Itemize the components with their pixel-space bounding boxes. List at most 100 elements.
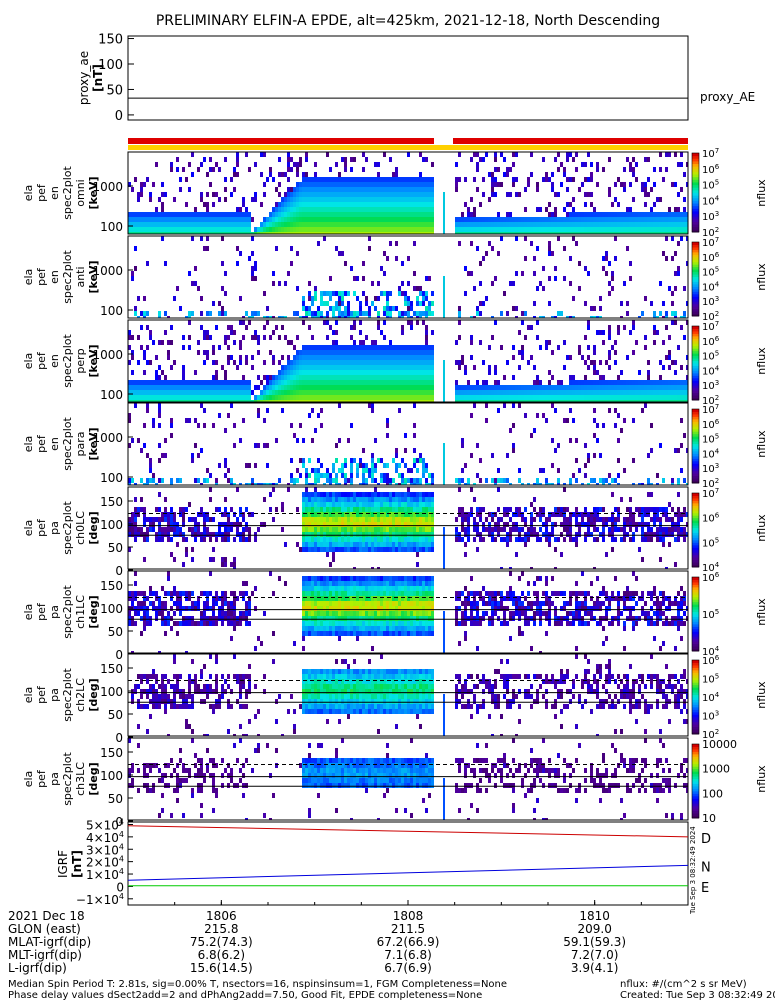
spectrogram-cell <box>674 380 677 385</box>
spectrogram-cell <box>398 311 401 316</box>
spectrogram-cell <box>638 232 641 234</box>
spectrogram-cell <box>572 227 575 232</box>
spectrogram-cell <box>410 527 413 532</box>
spectrogram-cell <box>362 202 365 207</box>
spectrogram-cell <box>302 172 305 177</box>
spectrogram-cell <box>197 227 200 232</box>
spectrogram-cell <box>548 222 551 227</box>
spectrogram-cell <box>425 350 428 355</box>
spectrogram-cell <box>635 340 638 345</box>
spectrogram-cell <box>290 261 293 266</box>
spectrogram-cell <box>143 517 146 522</box>
spectrogram-cell <box>320 507 323 512</box>
spectrogram-cell <box>305 537 308 542</box>
spectrogram-cell <box>431 217 434 222</box>
spectrogram-cell <box>347 197 350 202</box>
spectrogram-cell <box>530 385 533 390</box>
spectrogram-cell <box>371 567 374 569</box>
spectrogram-cell <box>314 291 317 296</box>
spectrogram-cell <box>311 177 314 182</box>
spectrogram-cells <box>128 152 688 234</box>
spectrogram-cell <box>584 192 587 197</box>
spectrogram-cell <box>299 350 302 355</box>
spectrogram-cell <box>401 400 404 402</box>
spectrogram-cell <box>608 365 611 370</box>
spectrogram-cell <box>425 157 428 162</box>
spectrogram-cell <box>683 197 686 202</box>
spectrogram-cell <box>416 517 419 522</box>
spectrogram-cell <box>605 400 608 402</box>
spectrogram-cell <box>638 217 641 222</box>
spectrogram-cell <box>299 370 302 375</box>
spectrogram-cell <box>215 360 218 365</box>
colorbar-segment <box>692 271 699 275</box>
spectrogram-cell <box>317 492 320 497</box>
spectrogram-cell <box>230 380 233 385</box>
spectrogram-cell <box>218 413 221 418</box>
spectrogram-cell <box>194 232 197 234</box>
spectrogram-cell <box>212 217 215 222</box>
spectrogram-cell <box>578 385 581 390</box>
spectrogram-cell <box>560 400 563 402</box>
spectrogram-cell <box>431 492 434 497</box>
spectrogram-cell <box>410 360 413 365</box>
spectrogram-cell <box>317 458 320 463</box>
spectrogram-cell <box>344 360 347 365</box>
spectrogram-cell <box>626 311 629 316</box>
spectrogram-cell <box>623 167 626 172</box>
spectrogram-cell <box>428 537 431 542</box>
spectrogram-cell <box>404 301 407 306</box>
proxy-ae-y-tick-label: 0 <box>115 109 123 124</box>
spectrogram-cell <box>275 325 278 330</box>
spectrogram-cell <box>197 217 200 222</box>
spectrogram-cell <box>467 532 470 537</box>
spectrogram-cell <box>356 212 359 217</box>
spectrogram-cell <box>335 162 338 167</box>
spectrogram-cell <box>233 232 236 234</box>
spectrogram-cell <box>161 207 164 212</box>
spectrogram-cell <box>677 400 680 402</box>
spectrogram-cell <box>341 395 344 400</box>
spectrogram-cell <box>428 385 431 390</box>
spectrogram-cell <box>560 227 563 232</box>
spectrogram-cell <box>557 192 560 197</box>
spectrogram-cell <box>341 182 344 187</box>
spectrogram-cell <box>476 152 479 157</box>
spectrogram-cell <box>674 222 677 227</box>
spectrogram-cell <box>494 365 497 370</box>
spectrogram-cell <box>428 507 431 512</box>
spectrogram-cell <box>362 187 365 192</box>
spectrogram-cell <box>257 340 260 345</box>
spectrogram-cell <box>428 527 431 532</box>
spectrogram-cell <box>347 202 350 207</box>
spectrogram-cell <box>491 232 494 234</box>
spectrogram-cell <box>590 222 593 227</box>
spectrogram-cell <box>281 527 284 532</box>
spectrogram-cell <box>209 311 212 316</box>
spectrogram-cell <box>314 517 317 522</box>
spectrogram-cell <box>191 227 194 232</box>
spectrogram-cell <box>674 385 677 390</box>
colorbar-segment <box>692 279 699 282</box>
spectrogram-cell <box>410 355 413 360</box>
spectrogram-cell <box>335 478 338 483</box>
spectrogram-cell <box>419 365 422 370</box>
spectrogram-cell <box>629 390 632 395</box>
spectrogram-cell <box>638 316 641 318</box>
colorbar-segment <box>692 421 699 425</box>
spectrogram-cell <box>149 527 152 532</box>
spectrogram-cell <box>659 227 662 232</box>
spectrogram-cell <box>629 162 632 167</box>
spectrogram-cell <box>542 400 545 402</box>
spectrogram-cell <box>680 443 683 448</box>
spectrogram-cell <box>242 385 245 390</box>
spectrogram-cell <box>269 212 272 217</box>
spectrogram-cell <box>341 507 344 512</box>
colorbar-segment <box>692 171 699 175</box>
spectrogram-cell <box>467 271 470 276</box>
spectrogram-cell <box>566 212 569 217</box>
spectrogram-cell <box>176 227 179 232</box>
spectrogram-cell <box>572 217 575 222</box>
spectrogram-cell <box>341 537 344 542</box>
spectrogram-cell <box>212 547 215 552</box>
